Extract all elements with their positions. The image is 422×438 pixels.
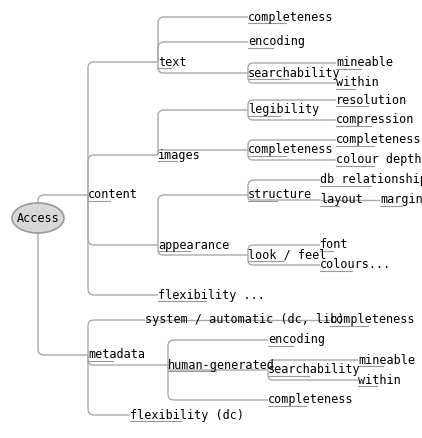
Text: completeness: completeness: [330, 314, 416, 326]
Text: within: within: [336, 77, 379, 89]
Text: images: images: [158, 148, 201, 162]
Text: flexibility ...: flexibility ...: [158, 289, 265, 301]
Text: searchability: searchability: [268, 364, 361, 377]
Text: Access: Access: [16, 212, 60, 225]
Text: encoding: encoding: [268, 333, 325, 346]
Text: appearance: appearance: [158, 239, 229, 251]
Text: mineable: mineable: [358, 353, 415, 367]
Text: completeness: completeness: [248, 144, 333, 156]
Text: metadata: metadata: [88, 349, 145, 361]
Text: completeness: completeness: [268, 393, 354, 406]
Text: resolution: resolution: [336, 93, 407, 106]
Text: flexibility (dc): flexibility (dc): [130, 409, 244, 421]
Text: text: text: [158, 56, 187, 68]
Text: mineable: mineable: [336, 57, 393, 70]
Text: look / feel: look / feel: [248, 248, 326, 261]
Text: font: font: [320, 239, 349, 251]
Text: db relationships: db relationships: [320, 173, 422, 187]
Text: colours...: colours...: [320, 258, 391, 272]
Text: completeness: completeness: [248, 11, 333, 24]
Text: colour depth: colour depth: [336, 153, 422, 166]
Ellipse shape: [12, 203, 64, 233]
Text: compression: compression: [336, 113, 414, 127]
Text: within: within: [358, 374, 401, 386]
Text: margins: margins: [380, 194, 422, 206]
Text: completeness: completeness: [336, 134, 422, 146]
Text: content: content: [88, 188, 138, 201]
Text: encoding: encoding: [248, 35, 305, 49]
Text: legibility: legibility: [248, 103, 319, 117]
Text: human-generated: human-generated: [168, 358, 275, 371]
Text: searchability: searchability: [248, 67, 341, 80]
Text: layout: layout: [320, 194, 363, 206]
Text: structure: structure: [248, 188, 312, 201]
Text: system / automatic (dc, lib): system / automatic (dc, lib): [145, 314, 344, 326]
